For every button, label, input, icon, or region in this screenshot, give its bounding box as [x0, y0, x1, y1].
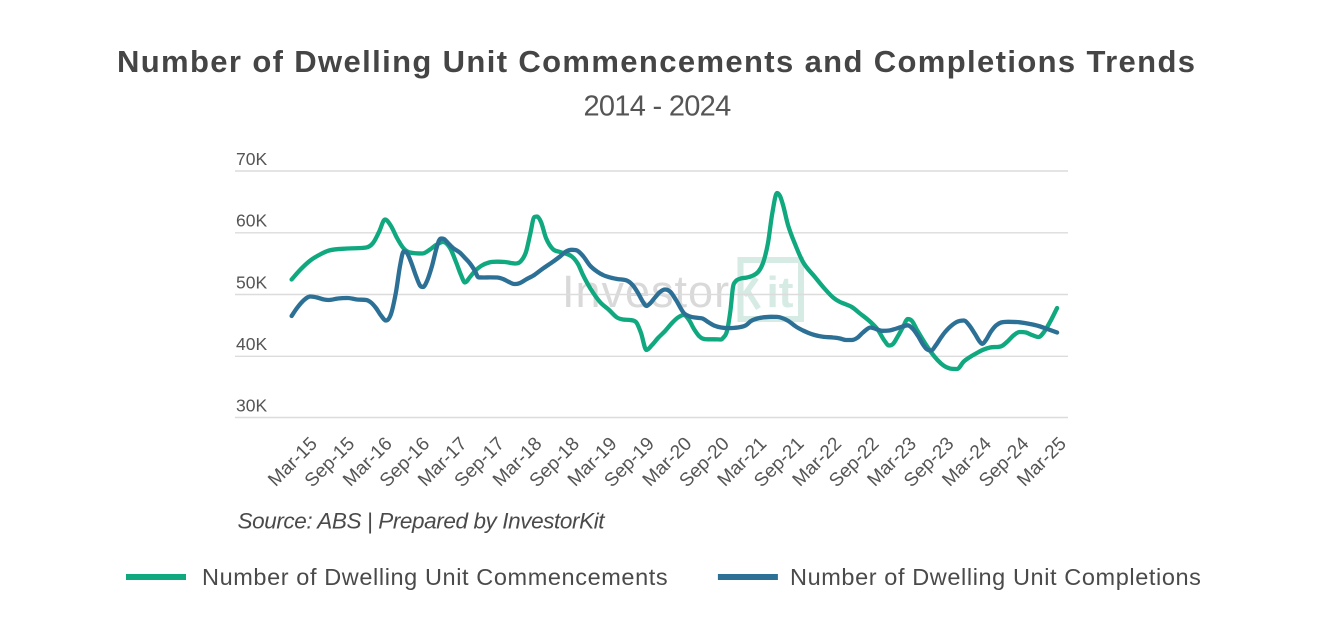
svg-text:2014 - 2024: 2014 - 2024: [583, 91, 731, 123]
svg-text:Source: ABS | Prepared by Inve: Source: ABS | Prepared by InvestorKit: [238, 509, 607, 534]
svg-text:60K: 60K: [236, 211, 267, 231]
svg-text:30K: 30K: [236, 395, 267, 415]
svg-text:Number of Dwelling Unit Comple: Number of Dwelling Unit Completions: [790, 564, 1202, 590]
svg-text:Number of Dwelling Unit Commen: Number of Dwelling Unit Commencements: [202, 564, 668, 590]
svg-text:Number of Dwelling Unit Commen: Number of Dwelling Unit Commencements an…: [117, 44, 1195, 79]
svg-text:40K: 40K: [236, 334, 267, 354]
svg-text:Investor: Investor: [562, 266, 730, 317]
svg-text:50K: 50K: [236, 272, 267, 292]
svg-text:70K: 70K: [236, 149, 267, 169]
svg-text:it: it: [767, 268, 794, 317]
